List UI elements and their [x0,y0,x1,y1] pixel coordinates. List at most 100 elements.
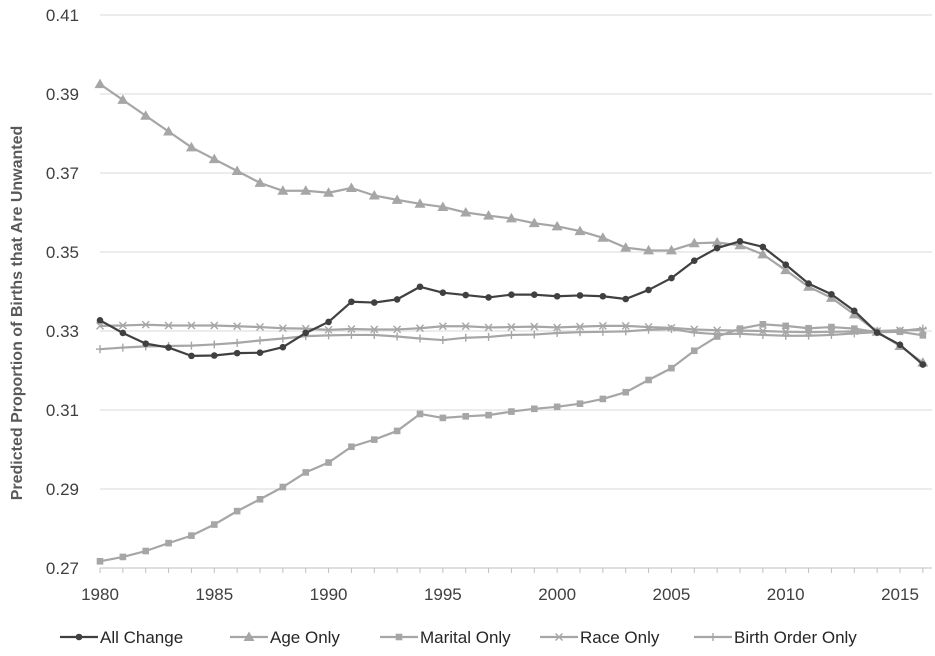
data-point-marital-only [165,539,172,547]
data-point-age-only [437,201,449,211]
data-point-marital-only [393,427,401,435]
data-point-race-only [644,323,653,332]
legend: All Change Age Only Marital Only Race Only B… [60,628,857,647]
x-marker-stroke [187,321,196,330]
data-point-birth-order-only [393,332,402,341]
data-point-race-only [484,323,493,332]
legend-label: Age Only [270,628,340,647]
x-marker-stroke [347,325,356,334]
data-point-all-change [805,280,812,287]
legend-item-age-only: Age Only [230,628,340,647]
series-line-age-only [99,83,924,364]
legend-label: Race Only [580,628,660,647]
data-point-marital-only [142,547,150,555]
data-point-marital-only [96,557,104,565]
data-point-age-only [185,141,197,152]
data-point-race-only [416,324,424,333]
x-marker-stroke [393,325,402,334]
data-point-marital-only [759,320,767,328]
x-marker-stroke [621,321,630,330]
data-point-marital-only [325,459,332,466]
data-point-age-only [551,220,563,231]
data-point-all-change [919,361,927,368]
data-point-all-change [713,244,721,252]
legend-item-birth-order-only: Birth Order Only [694,628,857,647]
data-point-all-change [896,341,904,349]
series-line-marital-only [99,323,924,563]
data-point-marital-only [233,507,241,515]
data-point-all-change [302,329,310,337]
data-point-race-only [507,323,516,332]
data-point-age-only [665,244,677,255]
data-point-all-change [210,352,218,359]
data-point-age-only [688,237,700,248]
x-marker-stroke [644,323,653,332]
data-point-all-change [622,295,630,303]
data-point-birth-order-only [370,330,379,339]
data-point-birth-order-only [278,334,287,343]
data-point-all-change [782,261,790,268]
data-point-all-change [530,291,538,298]
data-point-race-only [530,322,539,331]
data-point-age-only [163,126,175,136]
series-lines [94,78,929,565]
data-point-age-only [117,94,129,104]
data-point-birth-order-only [553,328,562,337]
data-point-race-only [438,322,447,331]
x-tick-label: 2000 [538,585,576,604]
x-marker-stroke [210,321,219,330]
data-point-birth-order-only [187,341,196,350]
x-marker-stroke [416,324,424,333]
x-marker-stroke [781,327,790,336]
data-point-all-change [348,298,355,306]
y-tick-label: 0.35 [46,243,79,262]
data-point-all-change [668,274,675,282]
data-point-race-only [347,325,356,334]
data-point-birth-order-only [118,343,127,352]
data-point-marital-only [348,443,355,451]
x-marker-stroke [438,322,447,331]
data-point-race-only [461,322,470,331]
x-marker-stroke [667,323,676,332]
data-point-birth-order-only [96,345,104,354]
x-marker-stroke [484,323,493,332]
data-point-all-change [325,318,332,326]
legend-item-race-only: Race Only [540,628,660,647]
legend-marker [395,633,403,641]
y-tick-label: 0.29 [46,480,79,499]
data-point-age-only [94,78,106,89]
data-point-age-only [368,190,380,200]
x-tick-label: 1995 [424,585,462,604]
data-point-race-only [141,320,150,329]
data-point-race-only [781,327,790,336]
data-point-marital-only [576,400,584,407]
x-marker-stroke [461,322,470,331]
data-point-marital-only [416,410,424,418]
data-point-all-change [828,290,835,298]
data-point-marital-only [645,376,652,384]
data-point-birth-order-only [598,327,607,336]
data-point-all-change [119,329,127,337]
legend-marker [555,633,563,641]
data-point-all-change [96,317,104,324]
data-point-marital-only [508,408,515,415]
data-point-race-only [256,323,264,332]
data-point-race-only [370,325,379,334]
data-point-birth-order-only [781,331,790,340]
data-point-marital-only [530,405,538,413]
legend-marker [709,633,717,641]
data-point-marital-only [485,411,492,419]
data-point-birth-order-only [484,332,493,341]
legend-label: All Change [100,628,183,647]
axes [99,567,932,573]
data-point-birth-order-only [256,336,264,345]
data-point-all-change [279,343,287,351]
x-marker-stroke [690,325,699,334]
data-point-all-change [462,291,470,299]
data-point-race-only [598,321,607,330]
series-all-change [96,238,927,368]
x-tick-label: 2015 [881,585,919,604]
data-point-marital-only [439,414,447,422]
data-point-birth-order-only [416,334,424,343]
